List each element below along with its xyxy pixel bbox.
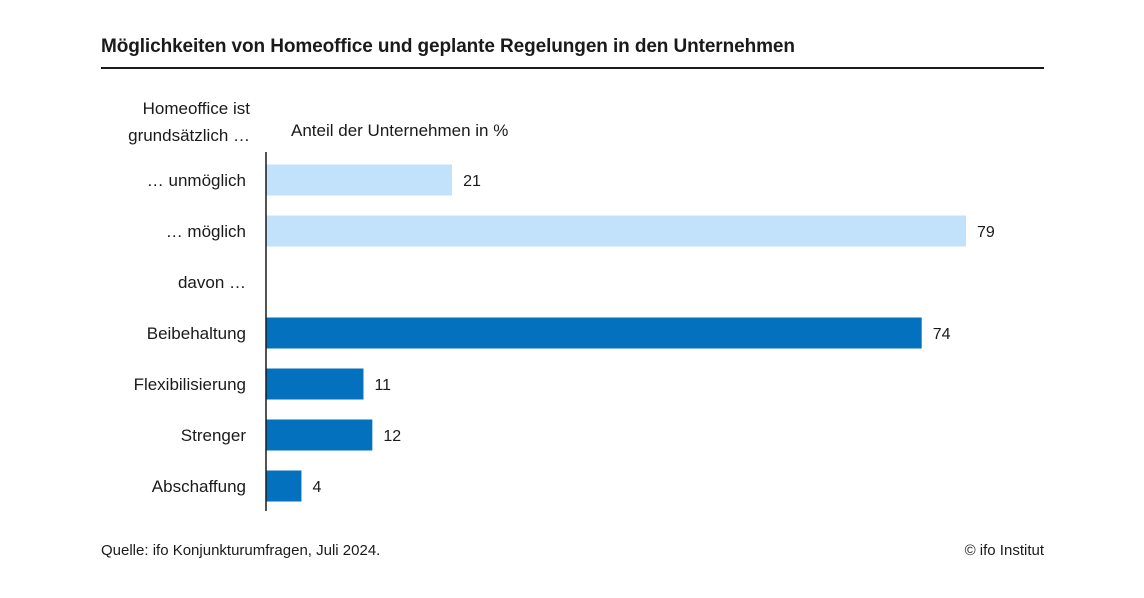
value-label: 4 [312,479,321,496]
category-header: Homeoffice ist grundsätzlich … [90,95,250,149]
value-label: 11 [374,377,391,394]
category-label: Abschaffung [152,477,246,496]
category-header-line-1: Homeoffice ist [142,99,250,118]
bar [266,317,922,349]
category-label: Beibehaltung [147,324,246,343]
bar [266,215,966,247]
copyright-note: © ifo Institut [964,542,1044,559]
value-label: 12 [383,428,401,445]
category-label: … möglich [166,222,246,241]
bar [266,368,364,400]
source-note: Quelle: ifo Konjunkturumfragen, Juli 202… [101,542,381,559]
category-label: davon … [178,273,246,292]
bar [266,470,302,502]
value-label: 74 [933,326,951,343]
title-divider [101,67,1044,69]
bar [266,164,453,196]
x-axis-label: Anteil der Unternehmen in % [291,121,509,140]
category-label: Strenger [181,426,247,445]
category-label: Flexibilisierung [134,375,246,394]
chart-title: Möglichkeiten von Homeoffice und geplant… [101,36,795,57]
value-label: 79 [977,224,995,241]
value-label: 21 [463,173,481,190]
category-label: … unmöglich [147,171,246,190]
bar [266,419,373,451]
category-header-line-2: grundsätzlich … [128,126,250,145]
